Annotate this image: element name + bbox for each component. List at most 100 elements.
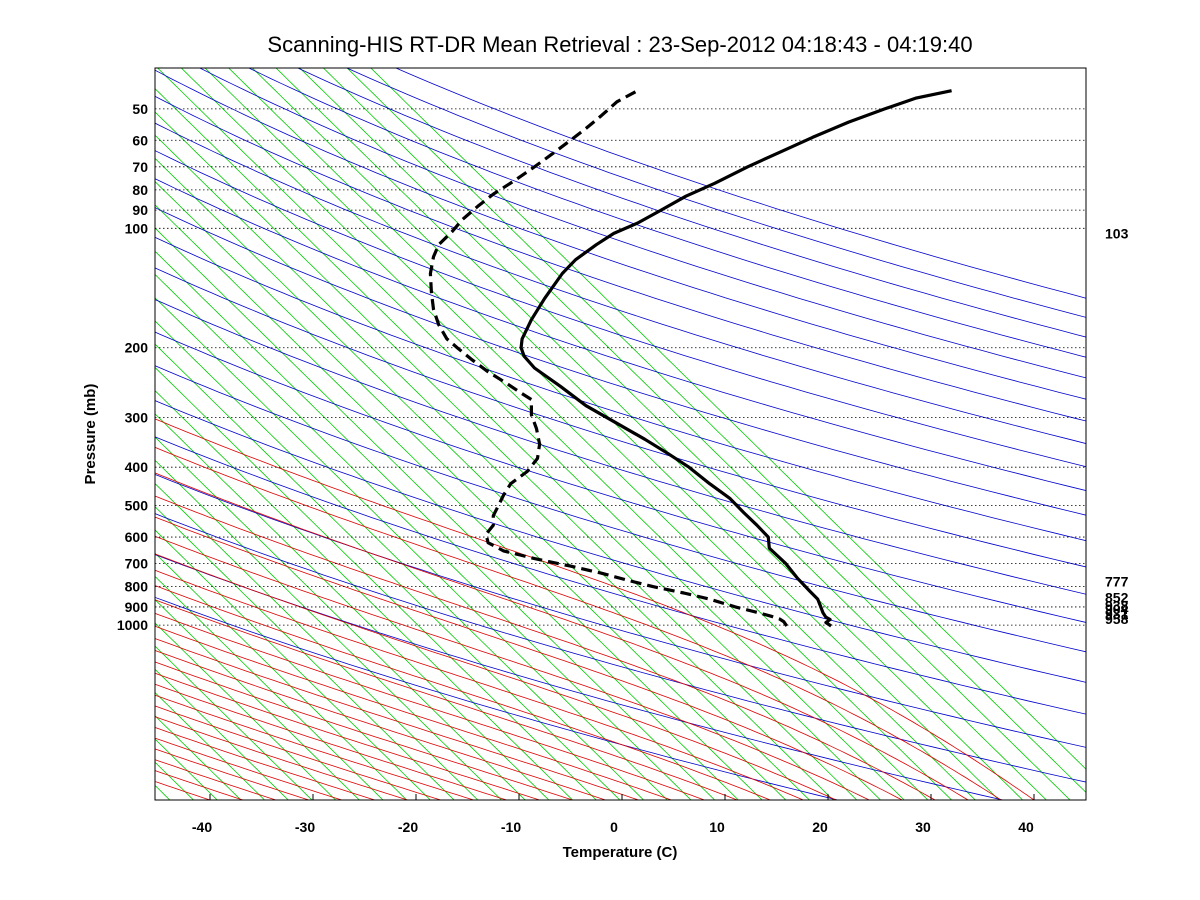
y-tick-label: 900 [125, 599, 149, 615]
mixing-ratio-line [155, 134, 834, 800]
moist-adiabat-line [155, 625, 672, 800]
chart-title: Scanning-HIS RT-DR Mean Retrieval : 23-S… [267, 32, 972, 57]
moist-adiabat-line [155, 418, 1035, 800]
x-tick-label: -40 [192, 819, 212, 835]
x-tick-label: 0 [610, 819, 618, 835]
y-tick-label: 700 [125, 556, 149, 572]
dry-adiabat-line [395, 68, 1086, 299]
mixing-ratio-line [155, 668, 289, 800]
mixing-ratio-line [0, 68, 4, 800]
y-tick-label: 70 [132, 159, 148, 175]
x-tick-label: 40 [1018, 819, 1034, 835]
y-tick-label: 200 [125, 340, 149, 356]
mixing-ratio-line [155, 622, 336, 800]
mixing-ratio-line [155, 111, 858, 800]
mixing-ratio-line [155, 157, 810, 800]
y-tick-label: 1000 [117, 617, 148, 633]
moist-adiabat-line [155, 535, 870, 800]
dry-adiabat-line [155, 331, 1086, 623]
y-tick-label: 90 [132, 202, 148, 218]
mixing-ratio-line [181, 68, 929, 800]
dry-adiabat-line [155, 554, 1003, 800]
plot-frame [154, 67, 1087, 801]
mixing-ratio-line [155, 436, 526, 800]
moist-adiabat-line [155, 694, 474, 800]
dry-adiabat-line [155, 122, 1086, 444]
dry-adiabat-line [155, 473, 1086, 748]
x-tick-label: -20 [398, 819, 418, 835]
mixing-ratio-line [155, 691, 265, 800]
gridlines [155, 108, 1086, 626]
mixing-ratio-line [155, 599, 360, 800]
y-tick-label: 80 [132, 182, 148, 198]
y-tick-label: 500 [125, 498, 149, 514]
mixing-ratio-line [155, 181, 787, 800]
moist-adiabat-line [155, 599, 738, 800]
moist-adiabat-line [155, 446, 1002, 800]
right-level-label: 777 [1105, 574, 1129, 590]
x-tick-label: 30 [915, 819, 931, 835]
dry-adiabat-line [155, 69, 1086, 400]
dry-adiabat-line [199, 68, 1086, 379]
x-tick-label: 10 [709, 819, 725, 835]
mixing-ratio-line [155, 645, 313, 800]
temperature-profile-line [519, 89, 952, 628]
mixing-ratio-line [157, 68, 905, 800]
y-tick-label: 60 [132, 132, 148, 148]
mixing-ratio-line [0, 68, 51, 800]
mixing-ratio-line [155, 250, 715, 800]
mixing-ratio-line [0, 68, 146, 800]
axis-ticks: 5060708090100200300400500600700800900100… [117, 101, 1035, 835]
right-level-label: 904 [1105, 601, 1129, 617]
mixing-ratio-line [155, 575, 384, 800]
dry-adiabat-line [155, 365, 1086, 653]
moist-adiabat-line [155, 638, 639, 800]
dry-adiabat-line [155, 236, 1086, 542]
moist-adiabat-line [155, 495, 936, 800]
y-tick-label: 300 [125, 410, 149, 426]
x-axis-label: Temperature (C) [563, 844, 678, 861]
mixing-ratio-line [155, 715, 242, 800]
moist-adiabat-line [155, 781, 211, 800]
y-tick-label: 600 [125, 529, 149, 545]
dry-adiabat-line [346, 68, 1086, 318]
mixing-ratio-line [370, 68, 1086, 770]
dry-adiabat-line [155, 178, 1086, 491]
dry-adiabat-line [155, 400, 1086, 683]
mixing-ratio-line [155, 413, 550, 800]
mixing-ratio-line [155, 738, 218, 800]
moist-adiabat-line [155, 612, 705, 800]
mixing-ratio-line [0, 68, 75, 800]
mixing-ratio-line [155, 343, 621, 800]
mixing-ratio-line [155, 320, 644, 800]
moist-adiabat-line [155, 585, 771, 800]
mixing-ratio-line [0, 68, 123, 800]
dry-adiabat-line [155, 299, 1086, 595]
dry-adiabat-line [155, 513, 1086, 783]
right-level-label: 852 [1105, 589, 1129, 605]
mixing-ratio-line [204, 68, 952, 800]
dry-adiabat-line [155, 267, 1086, 568]
moist-adiabat-line [155, 553, 837, 800]
mixing-ratio-line [252, 68, 1000, 800]
mixing-ratio-line [299, 68, 1047, 800]
dry-adiabat-line [155, 436, 1086, 715]
dry-adiabat-line [155, 150, 1086, 468]
x-tick-label: -30 [295, 819, 315, 835]
mixing-ratio-line [155, 366, 597, 800]
dry-adiabat-line [155, 596, 838, 800]
y-tick-label: 800 [125, 579, 149, 595]
y-tick-label: 400 [125, 459, 149, 475]
moist-adiabat-line [155, 748, 310, 800]
mixing-ratio-line [0, 68, 28, 800]
mixing-ratio-line [155, 297, 668, 800]
series-layer [428, 89, 952, 628]
mixing-ratio-line [155, 529, 431, 800]
dry-adiabat-line [297, 68, 1086, 338]
mixing-ratio-line [155, 390, 573, 800]
moist-adiabat-line [155, 569, 804, 800]
right-level-label: 103 [1105, 225, 1129, 241]
mixing-ratio-line [155, 482, 479, 800]
